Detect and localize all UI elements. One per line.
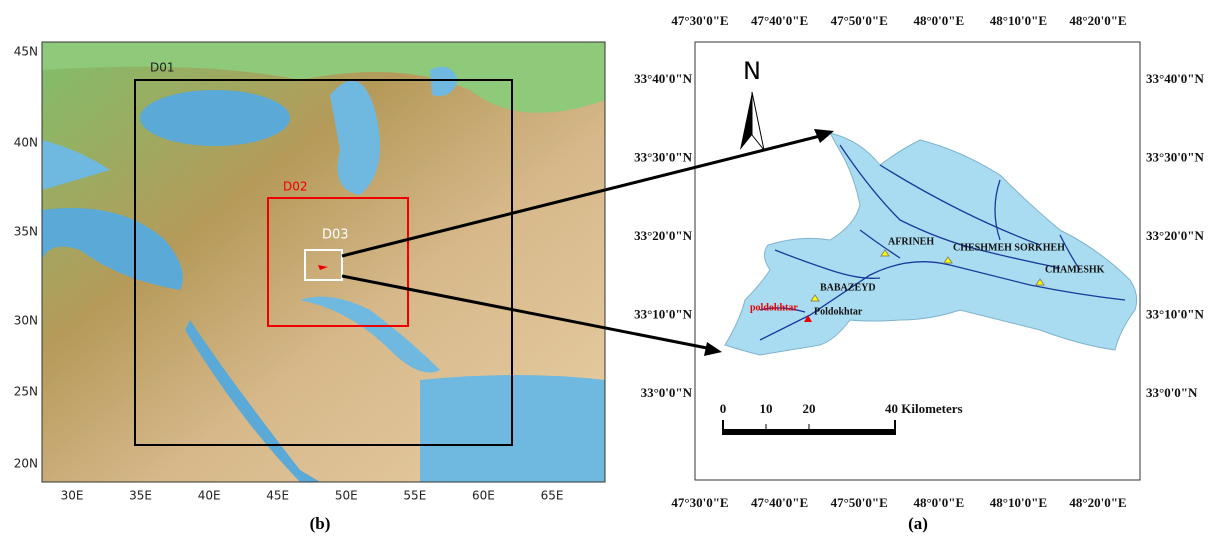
lon-label: 48°10'0"E	[990, 495, 1047, 510]
north-label: N	[743, 57, 761, 85]
caption: (a)	[908, 514, 928, 533]
station-label: Poldokhtar	[814, 306, 863, 317]
scale-label: 20	[803, 401, 816, 416]
caption: (b)	[310, 514, 331, 533]
lon-label: 55E	[403, 489, 426, 503]
domain-label: D03	[322, 228, 349, 243]
lat-label: 33°10'0"N	[1146, 306, 1205, 321]
scale-label: 10	[760, 401, 773, 416]
lat-label: 33°40'0"N	[1146, 71, 1205, 86]
lon-label: 48°0'0"E	[913, 13, 964, 28]
lon-label: 47°30'0"E	[671, 495, 728, 510]
scale-label: 0	[720, 401, 727, 416]
domain-label: D01	[150, 61, 175, 75]
station-label: CHESHMEH SORKHEH	[953, 242, 1065, 253]
terrain-map	[42, 42, 605, 482]
lon-label: 50E	[335, 489, 358, 503]
figure: D01 D02 D03 (b) N AFRINEH CHESHMEH SORKH…	[0, 0, 1222, 538]
lat-label: 25N	[14, 385, 38, 399]
lon-label: 35E	[129, 489, 152, 503]
lat-label: 45N	[14, 45, 38, 59]
domain-label: D02	[283, 180, 308, 194]
lat-label: 33°0'0"N	[1146, 385, 1198, 400]
lon-label: 48°20'0"E	[1069, 13, 1126, 28]
lon-label: 47°30'0"E	[671, 13, 728, 28]
lon-label: 47°40'0"E	[751, 495, 808, 510]
lat-label: 35N	[14, 225, 38, 239]
station-label: AFRINEH	[888, 236, 934, 247]
lon-label: 65E	[541, 489, 564, 503]
lat-label: 33°20'0"N	[634, 228, 693, 243]
lon-label: 48°0'0"E	[913, 495, 964, 510]
lon-label: 48°10'0"E	[990, 13, 1047, 28]
lon-label: 47°40'0"E	[751, 13, 808, 28]
station-label: CHAMESHK	[1045, 264, 1105, 275]
lon-label: 40E	[198, 489, 221, 503]
scale-label: 40 Kilometers	[885, 401, 963, 416]
lat-label: 30N	[14, 314, 38, 328]
lon-label: 30E	[61, 489, 84, 503]
station-label: poldokhtar	[750, 302, 798, 313]
lon-label: 48°20'0"E	[1069, 495, 1126, 510]
lat-label: 40N	[14, 136, 38, 150]
lat-label: 33°30'0"N	[1146, 149, 1205, 164]
lon-label: 60E	[472, 489, 495, 503]
lon-label: 47°50'0"E	[831, 13, 888, 28]
lat-label: 20N	[14, 457, 38, 471]
lon-label: 47°50'0"E	[831, 495, 888, 510]
station-label: BABAZEYD	[820, 282, 876, 293]
lat-label: 33°20'0"N	[1146, 228, 1205, 243]
lon-label: 45E	[266, 489, 289, 503]
lat-label: 33°0'0"N	[641, 385, 693, 400]
lat-label: 33°30'0"N	[634, 149, 693, 164]
lat-label: 33°40'0"N	[634, 71, 693, 86]
lat-label: 33°10'0"N	[634, 306, 693, 321]
